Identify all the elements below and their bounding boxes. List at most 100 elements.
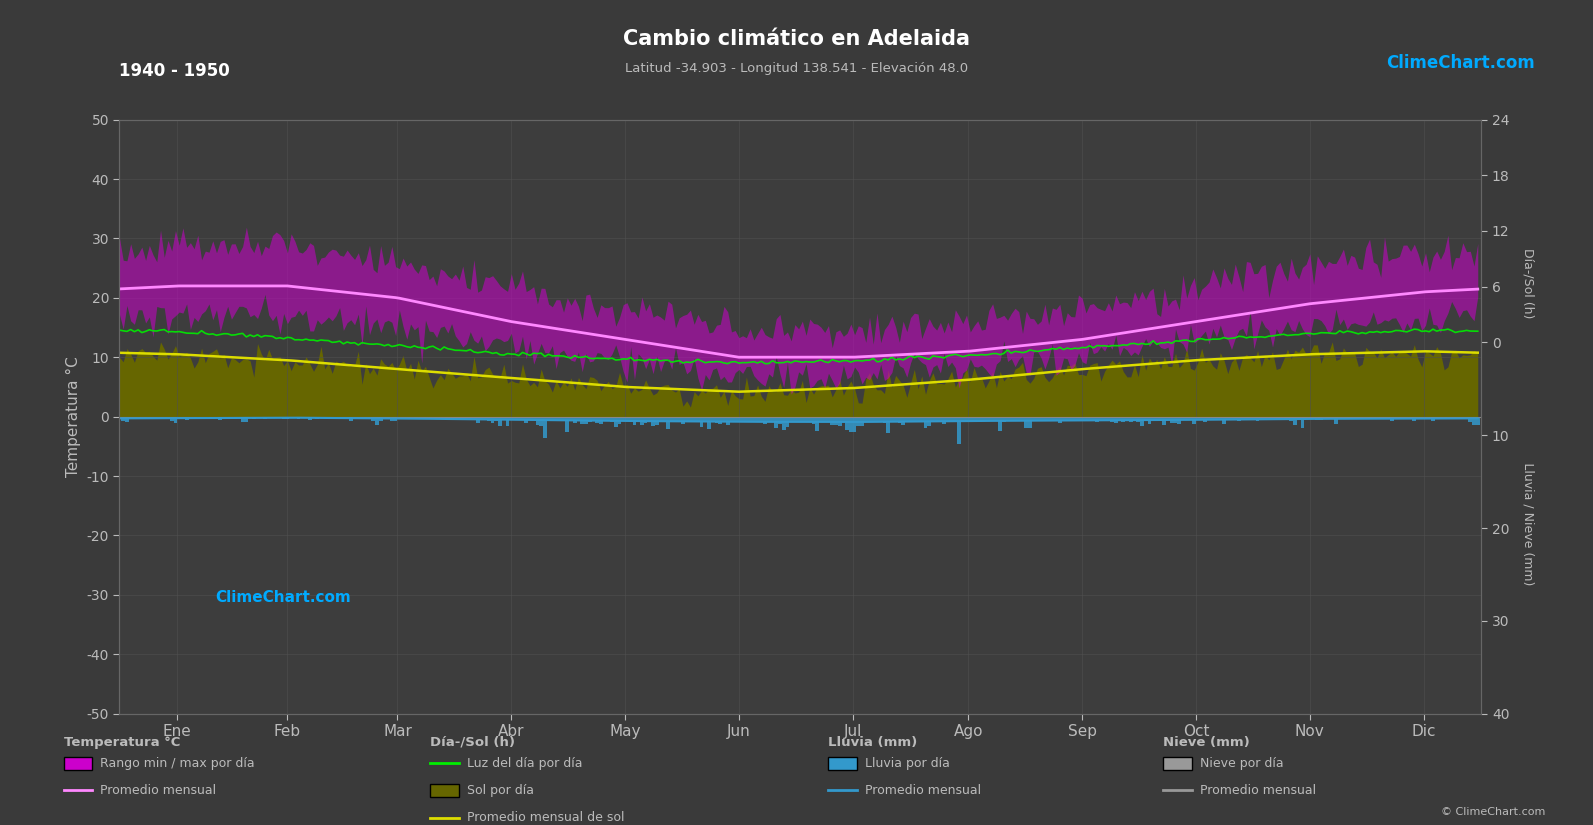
Bar xyxy=(421,417,424,419)
Bar xyxy=(162,417,166,418)
Bar xyxy=(671,417,674,422)
Bar xyxy=(652,417,655,426)
Bar xyxy=(177,417,182,418)
Bar xyxy=(1431,417,1435,421)
Bar xyxy=(607,417,610,421)
Bar xyxy=(413,417,416,418)
Bar xyxy=(782,417,785,430)
Text: ClimeChart.com: ClimeChart.com xyxy=(215,590,350,605)
Bar xyxy=(943,417,946,424)
Bar xyxy=(1227,417,1230,420)
Bar xyxy=(1368,417,1372,419)
Bar xyxy=(1107,417,1110,420)
Bar xyxy=(1035,417,1039,421)
Bar xyxy=(1043,417,1047,421)
Bar xyxy=(771,417,774,422)
Text: Rango min / max por día: Rango min / max por día xyxy=(100,757,255,770)
Bar xyxy=(1050,417,1055,421)
Bar xyxy=(830,417,835,425)
Bar xyxy=(777,417,782,424)
Bar xyxy=(166,417,170,419)
Bar xyxy=(1372,417,1375,419)
Bar xyxy=(1319,417,1322,420)
Bar xyxy=(841,417,846,422)
Bar xyxy=(796,417,801,422)
Bar xyxy=(752,417,755,422)
Bar xyxy=(1446,417,1450,418)
Bar xyxy=(1442,417,1446,418)
Text: Cambio climático en Adelaida: Cambio climático en Adelaida xyxy=(623,29,970,49)
Bar xyxy=(1263,417,1266,420)
Bar xyxy=(913,417,916,422)
Bar xyxy=(170,417,174,422)
Bar xyxy=(268,417,271,418)
Bar xyxy=(494,417,499,421)
Bar xyxy=(551,417,554,420)
Bar xyxy=(949,417,954,421)
Bar xyxy=(905,417,908,422)
Bar xyxy=(233,417,237,418)
Bar xyxy=(1300,417,1305,428)
Bar xyxy=(655,417,658,425)
Bar xyxy=(785,417,789,427)
Bar xyxy=(137,417,140,418)
Bar xyxy=(379,417,382,421)
Bar xyxy=(155,417,159,419)
Bar xyxy=(252,417,255,419)
Bar xyxy=(624,417,629,421)
Bar xyxy=(335,417,338,418)
Bar xyxy=(1252,417,1255,419)
Bar xyxy=(1450,417,1453,418)
Bar xyxy=(908,417,913,422)
Bar xyxy=(393,417,398,422)
Bar xyxy=(1333,417,1338,424)
Bar xyxy=(871,417,875,422)
Bar xyxy=(241,417,244,422)
Bar xyxy=(1155,417,1158,422)
Bar xyxy=(580,417,585,424)
Bar xyxy=(1118,417,1121,420)
Bar xyxy=(763,417,766,424)
Bar xyxy=(819,417,824,422)
Bar xyxy=(357,417,360,418)
Bar xyxy=(1215,417,1219,420)
Bar xyxy=(1316,417,1319,420)
Bar xyxy=(685,417,688,422)
Bar xyxy=(852,417,857,431)
Bar xyxy=(1185,417,1188,420)
Bar xyxy=(1472,417,1475,425)
Bar xyxy=(432,417,435,419)
Bar xyxy=(957,417,961,444)
Bar xyxy=(1416,417,1419,418)
Bar xyxy=(132,417,137,418)
Bar xyxy=(521,417,524,420)
Text: ClimeChart.com: ClimeChart.com xyxy=(1386,54,1534,72)
Bar xyxy=(1005,417,1010,421)
Bar xyxy=(502,417,505,420)
Bar xyxy=(543,417,546,438)
Bar xyxy=(562,417,566,420)
Bar xyxy=(1405,417,1408,419)
Bar xyxy=(1058,417,1061,423)
Bar xyxy=(1402,417,1405,419)
Bar xyxy=(244,417,249,422)
Bar xyxy=(330,417,335,419)
Bar xyxy=(405,417,409,418)
Bar xyxy=(476,417,479,423)
Bar xyxy=(621,417,624,421)
Bar xyxy=(1174,417,1177,422)
Bar xyxy=(610,417,613,422)
Text: Lluvia (mm): Lluvia (mm) xyxy=(828,736,918,749)
Bar xyxy=(1380,417,1383,419)
Bar xyxy=(446,417,449,419)
Bar xyxy=(199,417,204,419)
Bar xyxy=(1249,417,1252,419)
Bar xyxy=(647,417,652,421)
Bar xyxy=(532,417,535,420)
Bar xyxy=(129,417,132,418)
Bar xyxy=(296,417,301,419)
Bar xyxy=(516,417,521,420)
Bar xyxy=(930,417,935,422)
Bar xyxy=(1435,417,1438,418)
Bar xyxy=(443,417,446,419)
